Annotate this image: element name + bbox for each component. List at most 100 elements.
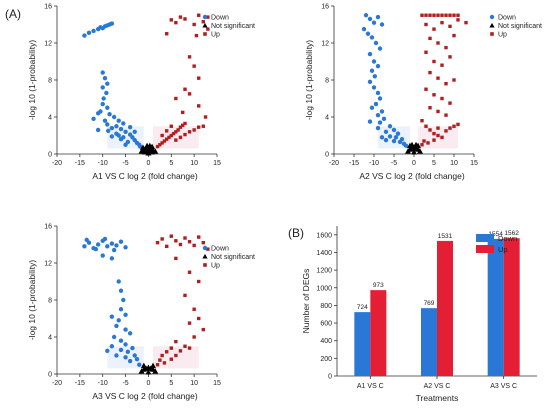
down-point [123,355,128,360]
down-point [109,344,115,349]
down-point [100,85,105,90]
up-point [171,131,176,136]
up-point [183,17,187,21]
down-point [123,327,128,332]
down-point [114,124,119,129]
down-point [121,121,126,126]
down-point [367,119,373,124]
down-point [107,112,112,117]
up-point [201,240,205,245]
bar-up [437,240,453,376]
down-point [365,31,371,36]
down-point [361,26,367,32]
up-point [176,128,180,132]
up-point [428,128,432,132]
x-tick-label: -5 [122,160,128,167]
legend-up-marker [490,32,494,36]
deg-bar-chart: 0 200 400 600 800 1000 1200 1400 1600 A1 VS C 724 9… [301,226,537,403]
down-point [82,33,87,38]
up-point [444,129,448,133]
not-significant-point [150,362,156,369]
up-point [444,45,448,50]
up-point [424,22,428,27]
up-point [181,123,185,128]
x-tick-label: -15 [349,160,359,167]
not-significant-point [146,142,153,149]
down-point [403,143,409,148]
y-axis-title: -log 10 (1-probability) [27,40,37,120]
x-axis-title: A1 VS C log 2 (fold change) [92,171,198,181]
down-point [109,125,115,131]
y-tick-label: 16 [321,4,329,11]
up-point [192,128,196,132]
down-point [93,246,99,252]
up-point [424,124,428,128]
up-point [158,143,162,147]
down-point [375,14,381,20]
down-point [118,239,124,244]
down-point [127,124,133,130]
y-tick-label: 8 [48,298,52,305]
up-point [162,361,167,365]
y-tick-label: 0 [325,152,329,159]
up-point [426,141,430,145]
down-point [100,101,105,107]
up-point [432,138,436,142]
up-point [448,126,452,130]
bar-category-label: A1 VS C [357,383,384,390]
down-point [100,253,105,258]
up-point [432,131,436,136]
down-point [114,323,119,329]
legend-not-significant-marker [202,22,208,28]
down-point [91,28,96,34]
up-point [452,124,456,128]
up-point [440,20,444,25]
volcano-plot-1: -20 -15 -10 -5 0 5 10 15 0 4 8 12 16 A1 VS C log 2 (f… [27,4,255,182]
panel-label-b: (B) [288,226,304,240]
up-point [201,20,205,24]
up-point [165,350,169,354]
up-point [174,138,178,142]
up-point [165,129,169,133]
y-tick-label: 0 [48,372,52,379]
x-tick-label: -5 [122,380,128,387]
bar-y-tick-label: 400 [320,338,332,345]
down-point [395,131,401,136]
legend-label: Up [498,32,507,39]
down-point [109,134,115,139]
down-point [372,74,377,79]
down-point [377,120,383,125]
up-point [165,244,169,249]
down-point [118,307,124,312]
legend-down-marker [202,14,208,20]
down-point [116,133,121,138]
up-point [169,357,173,361]
up-point [187,92,192,96]
y-axis-title: -log 10 (1-probability) [304,40,314,120]
not-significant-point [411,149,417,155]
up-point [162,139,167,143]
up-point [424,87,428,91]
not-significant-point [152,368,159,374]
x-tick-label: -15 [75,380,85,387]
up-point [422,139,426,143]
down-point [100,70,105,75]
x-tick-label: 10 [450,160,458,167]
x-tick-label: 0 [146,160,150,167]
up-point [206,247,210,251]
volcano-plot-2: -20 -15 -10 -5 0 5 10 15 0 4 8 12 16 A2 VS C log 2 (f… [304,4,542,182]
bar-down [421,308,437,376]
down-point [130,345,135,351]
up-point [158,358,162,362]
up-point [432,27,436,31]
down-point [371,20,377,25]
down-point [397,139,403,145]
legend-not-significant-marker [489,22,495,28]
down-point [102,75,108,81]
y-tick-label: 12 [321,41,329,48]
down-point [118,347,124,353]
not-significant-point [141,149,148,155]
down-point [111,247,117,253]
legend-label: Not significant [498,23,542,30]
up-point [448,24,452,29]
